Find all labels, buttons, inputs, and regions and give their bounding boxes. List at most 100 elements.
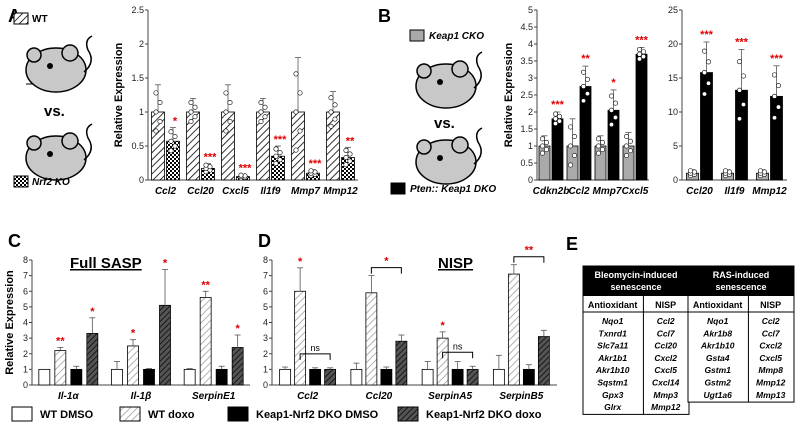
y-axis-label: Relative Expression — [113, 42, 125, 147]
significance-bracket — [513, 256, 545, 263]
y-tick-label: 4 — [263, 318, 268, 328]
bar — [324, 368, 337, 386]
data-point — [580, 69, 586, 75]
significance-marker: *** — [551, 99, 565, 111]
data-point — [571, 153, 577, 159]
y-tick-label: 2 — [263, 349, 268, 359]
table-col-header: NISP — [655, 300, 676, 310]
data-point — [277, 150, 283, 156]
data-point — [567, 162, 573, 168]
bar — [436, 337, 449, 386]
data-point — [192, 114, 198, 120]
table-cell-antioxidant: Ugt1a6 — [704, 390, 733, 400]
data-point — [736, 59, 742, 65]
y-tick-label: 7 — [23, 271, 28, 281]
y-tick-label: 8 — [263, 255, 268, 265]
table-cell-nisp: Cxcl2 — [759, 341, 782, 351]
y-tick-label: 3 — [263, 333, 268, 343]
bar — [566, 145, 579, 181]
x-category-label: Il-1α — [58, 391, 79, 402]
y-tick-label: 5 — [263, 302, 268, 312]
data-point — [608, 107, 614, 113]
y-tick-label: 25 — [668, 5, 678, 15]
data-point — [203, 162, 209, 168]
bar — [607, 109, 620, 181]
table-cell-nisp: Mmp3 — [653, 390, 678, 400]
legend-label-dko: Pten:: Keap1 DKO — [410, 184, 496, 195]
bar — [395, 340, 408, 386]
bar — [522, 368, 535, 386]
panel-b-legend: Keap1 CKO vs. Pten:: Keap1 DKO — [390, 29, 496, 195]
data-point — [223, 90, 229, 96]
bar — [70, 368, 83, 386]
y-tick-label: 1 — [23, 364, 28, 374]
legend-vs-b: vs. — [434, 115, 455, 132]
table-cell-antioxidant: Akr1b10 — [595, 365, 630, 375]
bar — [466, 368, 479, 386]
data-point — [238, 172, 244, 178]
data-point — [227, 99, 233, 105]
y-tick-label: 0 — [263, 380, 268, 390]
y-tick-label: 2.5 — [131, 5, 144, 15]
table-cell-antioxidant: Akr1b8 — [702, 328, 732, 338]
y-tick-label: 5 — [23, 302, 28, 312]
legend-swatch-wt-doxo — [119, 406, 141, 422]
significance-marker: *** — [635, 34, 649, 46]
significance-marker: * — [440, 320, 445, 332]
data-point — [608, 93, 614, 99]
significance-marker: *** — [274, 134, 288, 146]
table-cell-nisp: Mmp8 — [758, 365, 783, 375]
table-cell-antioxidant: Gstm1 — [704, 365, 731, 375]
legend-vs-a: vs. — [44, 103, 65, 120]
data-point — [627, 138, 633, 144]
significance-marker: * — [90, 306, 95, 318]
y-tick-label: 0 — [528, 175, 533, 185]
data-point — [343, 147, 349, 153]
legend-label-dko-doxo: Keap1-Nrf2 DKO doxo — [426, 409, 542, 421]
significance-marker: *** — [770, 53, 784, 65]
table-cell-nisp: Mmp12 — [756, 378, 786, 388]
data-point — [599, 147, 605, 153]
legend-swatch-ko — [13, 175, 29, 188]
data-point — [262, 104, 268, 110]
data-point — [636, 51, 642, 57]
table-cell-nisp: Mmp12 — [651, 402, 681, 412]
y-tick-label: 2.5 — [520, 90, 533, 100]
data-point — [584, 76, 590, 82]
data-point — [192, 104, 198, 110]
bar — [492, 368, 505, 386]
x-category-label: SerpinB5 — [499, 391, 543, 402]
significance-bracket — [370, 267, 402, 274]
data-point — [736, 87, 742, 93]
data-point — [595, 143, 601, 149]
table-title-line2: senescence — [610, 282, 661, 292]
data-point — [640, 54, 646, 60]
y-tick-label: 3 — [23, 333, 28, 343]
data-point — [701, 70, 707, 76]
panel-a-legend: WT vs. Nrf2 KO — [13, 12, 93, 188]
data-point — [612, 114, 618, 120]
bar — [231, 347, 244, 386]
panel-label-e: E — [566, 234, 578, 254]
significance-marker: * — [236, 323, 241, 335]
legend-swatch-dko-doxo — [397, 406, 419, 422]
chart-panel-b-left: 0 0.5 1 1.5 2 2.5 3 3.5 4 4.5 5 Relative Expression… — [503, 5, 649, 197]
x-category-label: Ccl2 — [155, 186, 177, 197]
table-cell-nisp: Cxcl2 — [654, 353, 677, 363]
bar — [279, 368, 292, 386]
table-cell-nisp: Ccl2 — [762, 316, 780, 326]
table-col-header: Antioxidant — [588, 300, 638, 310]
data-point — [258, 109, 264, 115]
data-point — [293, 109, 299, 115]
y-tick-label: 0 — [23, 380, 28, 390]
bar — [183, 368, 196, 386]
bracket-label: ns — [453, 341, 463, 351]
data-point — [599, 139, 605, 145]
y-tick-label: 1 — [528, 141, 533, 151]
bar — [111, 368, 123, 386]
table-cell-antioxidant: Akr1b1 — [597, 353, 627, 363]
data-point — [223, 109, 229, 115]
bracket-label: ** — [525, 245, 534, 257]
table-header-bg — [583, 266, 689, 296]
data-point — [623, 143, 629, 149]
